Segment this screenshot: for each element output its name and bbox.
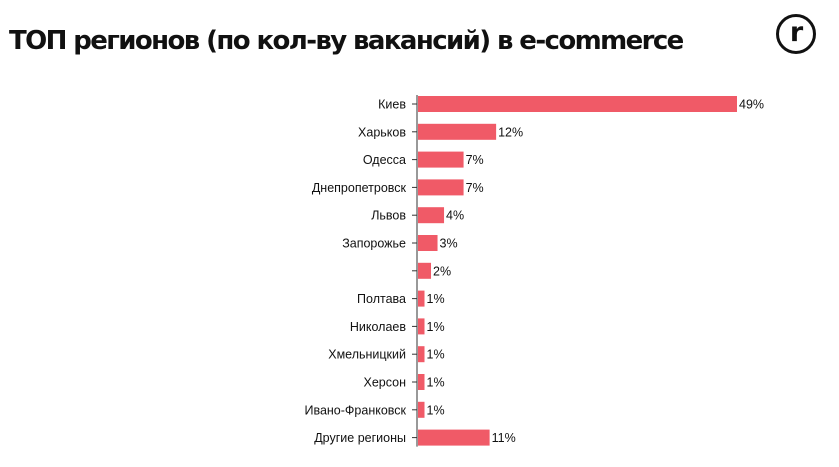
bar: [418, 429, 490, 446]
value-label: 1%: [427, 403, 445, 417]
value-label: 12%: [498, 125, 523, 139]
bar: [418, 401, 425, 418]
brand-logo: r: [776, 14, 816, 54]
value-label: 49%: [739, 98, 764, 112]
category-label: Полтава: [357, 292, 406, 306]
category-label: Запорожье: [342, 237, 406, 251]
value-label: 1%: [427, 292, 445, 306]
category-label: Львов: [371, 209, 406, 223]
bar: [418, 235, 438, 251]
value-label: 4%: [446, 209, 464, 223]
bar: [418, 290, 425, 307]
value-label: 1%: [427, 320, 445, 334]
value-label: 3%: [440, 237, 458, 251]
category-label: Хмельницкий: [328, 348, 406, 362]
bar: [418, 318, 425, 335]
category-label: Днепропетровск: [312, 181, 407, 195]
category-label: Николаев: [350, 320, 406, 334]
bar: [418, 151, 464, 168]
page-title: ТОП регионов (по кол-ву вакансий) в e-co…: [9, 26, 684, 56]
bar: [418, 123, 497, 140]
value-label: 7%: [466, 181, 484, 195]
bar: [418, 179, 464, 196]
category-label: Харьков: [358, 125, 406, 139]
bar: [418, 262, 432, 279]
bar: [418, 346, 425, 363]
category-label: Одесса: [363, 153, 406, 167]
category-label: Херсон: [364, 376, 407, 390]
value-label: 11%: [492, 431, 516, 445]
value-label: 1%: [427, 348, 445, 362]
value-label: 7%: [466, 153, 484, 167]
category-label: Ивано-Франковск: [304, 403, 406, 417]
logo-letter: r: [789, 17, 804, 48]
category-label: Киев: [378, 98, 406, 112]
category-label: Другие регионы: [314, 431, 406, 445]
bar: [418, 96, 737, 112]
bar: [418, 207, 445, 224]
value-label: 2%: [433, 264, 451, 278]
bar: [418, 374, 425, 390]
value-label: 1%: [427, 376, 445, 390]
